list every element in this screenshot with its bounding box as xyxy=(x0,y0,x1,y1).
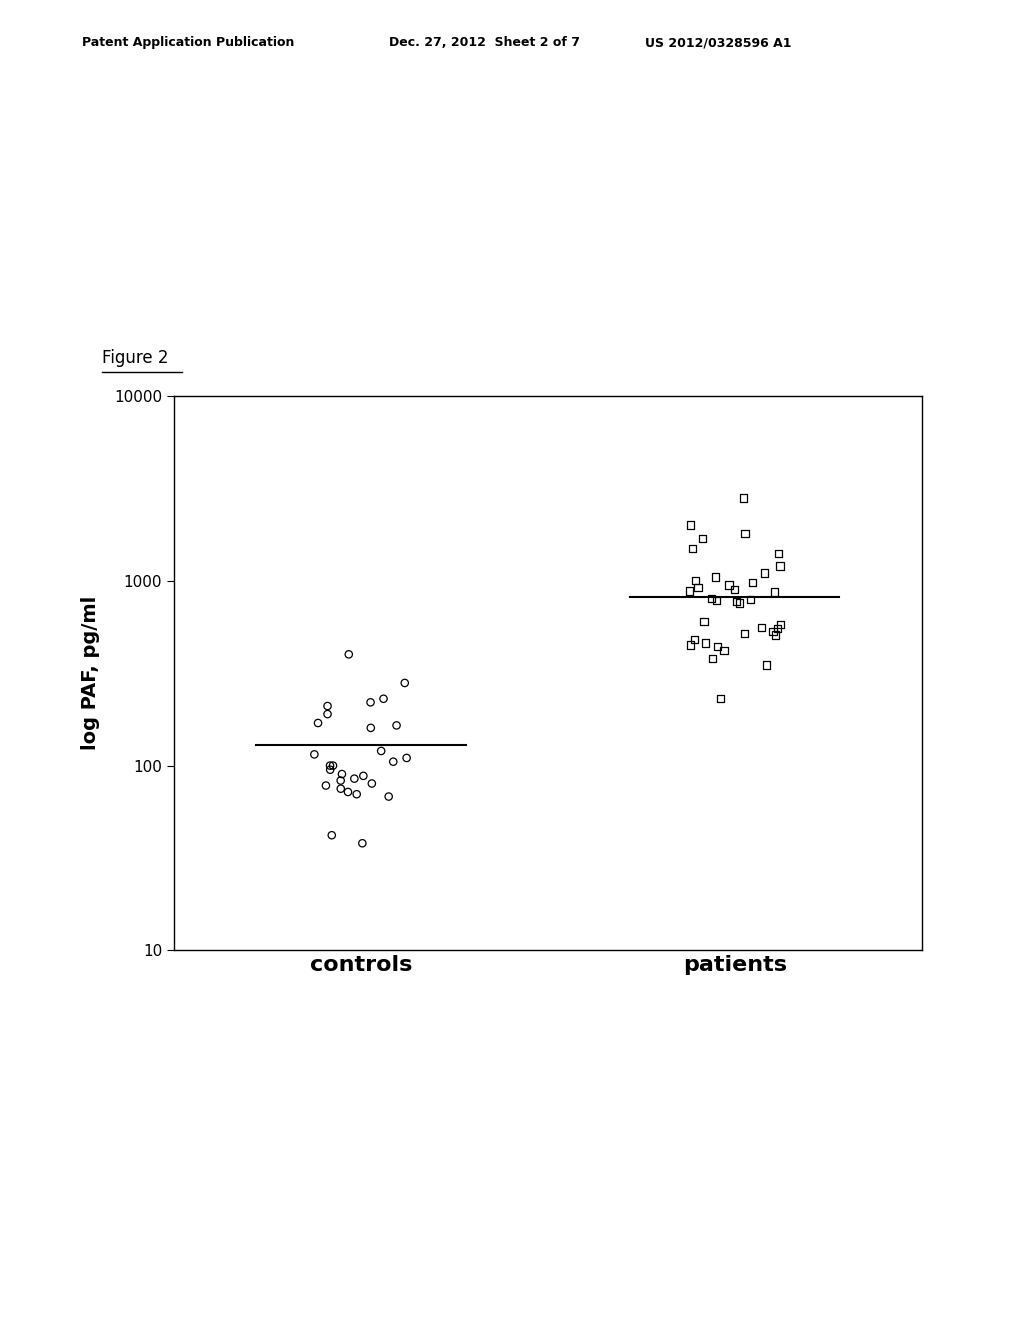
Point xyxy=(690,577,707,598)
Point xyxy=(772,556,788,577)
Point xyxy=(768,624,784,645)
Point xyxy=(341,644,357,665)
Point xyxy=(373,741,389,762)
Point xyxy=(682,635,698,656)
Point xyxy=(759,655,775,676)
Point xyxy=(682,515,698,536)
Point xyxy=(765,622,781,643)
Point xyxy=(325,755,341,776)
Point xyxy=(721,574,737,595)
Point xyxy=(735,487,752,508)
Point xyxy=(757,562,773,583)
Point xyxy=(333,777,349,799)
Point xyxy=(769,618,785,639)
Point xyxy=(362,692,379,713)
Text: US 2012/0328596 A1: US 2012/0328596 A1 xyxy=(645,36,792,49)
Point xyxy=(681,581,697,602)
Point xyxy=(710,636,726,657)
Point xyxy=(319,704,336,725)
Point xyxy=(319,696,336,717)
Text: Figure 2: Figure 2 xyxy=(102,348,169,367)
Point xyxy=(364,774,380,795)
Point xyxy=(736,623,753,644)
Point xyxy=(684,537,700,558)
Point xyxy=(324,825,340,846)
Point xyxy=(697,632,714,653)
Point xyxy=(742,589,759,610)
Text: Patent Application Publication: Patent Application Publication xyxy=(82,36,294,49)
Point xyxy=(322,759,338,780)
Point xyxy=(354,833,371,854)
Point xyxy=(708,566,724,587)
Point xyxy=(317,775,334,796)
Point xyxy=(726,578,742,599)
Point xyxy=(754,616,770,638)
Y-axis label: log PAF, pg/ml: log PAF, pg/ml xyxy=(81,597,100,750)
Point xyxy=(355,766,372,787)
Point xyxy=(381,785,397,807)
Point xyxy=(737,523,754,544)
Point xyxy=(348,784,365,805)
Point xyxy=(770,544,786,565)
Point xyxy=(376,688,392,709)
Point xyxy=(686,630,702,651)
Point xyxy=(709,590,725,611)
Point xyxy=(388,715,404,737)
Point xyxy=(398,747,415,768)
Point xyxy=(744,572,761,593)
Point xyxy=(306,744,323,766)
Point xyxy=(334,763,350,784)
Point xyxy=(346,768,362,789)
Point xyxy=(713,688,729,709)
Point xyxy=(333,770,349,791)
Point xyxy=(322,755,338,776)
Point xyxy=(696,611,713,632)
Point xyxy=(362,717,379,738)
Point xyxy=(340,781,356,803)
Point xyxy=(385,751,401,772)
Point xyxy=(705,648,721,669)
Point xyxy=(772,614,788,635)
Point xyxy=(694,528,711,549)
Point xyxy=(687,570,703,591)
Point xyxy=(396,672,413,693)
Text: Dec. 27, 2012  Sheet 2 of 7: Dec. 27, 2012 Sheet 2 of 7 xyxy=(389,36,581,49)
Point xyxy=(703,589,720,610)
Point xyxy=(728,591,744,612)
Point xyxy=(310,713,327,734)
Point xyxy=(766,581,782,602)
Point xyxy=(716,640,732,661)
Point xyxy=(731,593,748,614)
